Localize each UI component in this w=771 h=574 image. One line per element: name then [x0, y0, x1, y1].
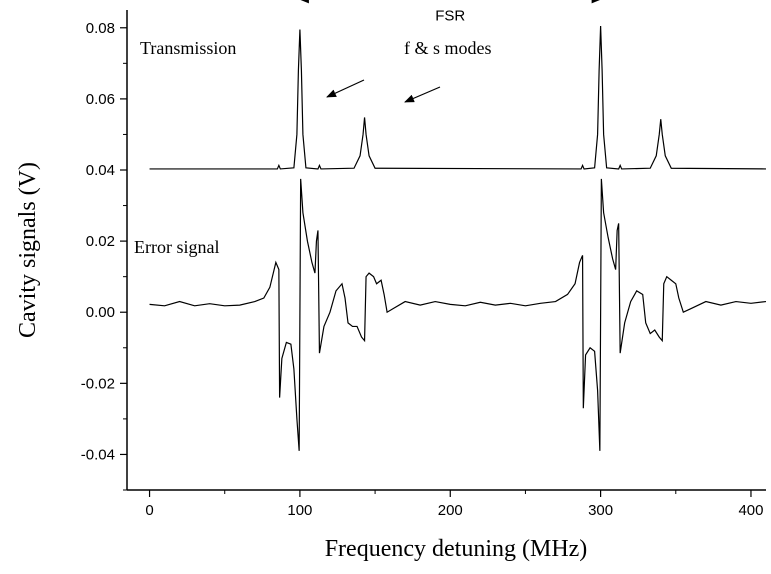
- series-transmission-line: [149, 25, 767, 170]
- y-tick-label: 0.04: [86, 162, 115, 179]
- series-error-signal-line: [149, 178, 767, 451]
- error-signal-label: Error signal: [134, 237, 219, 257]
- x-tick-label: 200: [438, 502, 463, 519]
- y-tick-label: 0.06: [86, 91, 115, 108]
- modes-arrow-right: [404, 86, 441, 103]
- modes-arrow-left: [326, 79, 365, 98]
- x-tick-label: 300: [588, 502, 613, 519]
- x-tick-label: 100: [287, 502, 312, 519]
- transmission-label: Transmission: [140, 38, 236, 58]
- y-axis-title: Cavity signals (V): [15, 162, 41, 338]
- y-tick-label: 0.00: [86, 304, 115, 321]
- fsr-label: FSR: [435, 7, 465, 24]
- x-tick-label: 0: [145, 502, 153, 519]
- x-axis-title: Frequency detuning (MHz): [325, 536, 588, 562]
- y-tick-label: -0.04: [81, 446, 115, 463]
- x-tick-label: 400: [738, 502, 763, 519]
- modes-label: f & s modes: [404, 38, 492, 58]
- y-ticks: -0.04 -0.02 0.00 0.02 0.04 0.06 0.08: [81, 20, 127, 491]
- x-ticks: 0 100 200 300 400: [145, 490, 763, 519]
- y-tick-label: 0.08: [86, 20, 115, 37]
- y-tick-label: 0.02: [86, 233, 115, 250]
- y-tick-label: -0.02: [81, 375, 115, 392]
